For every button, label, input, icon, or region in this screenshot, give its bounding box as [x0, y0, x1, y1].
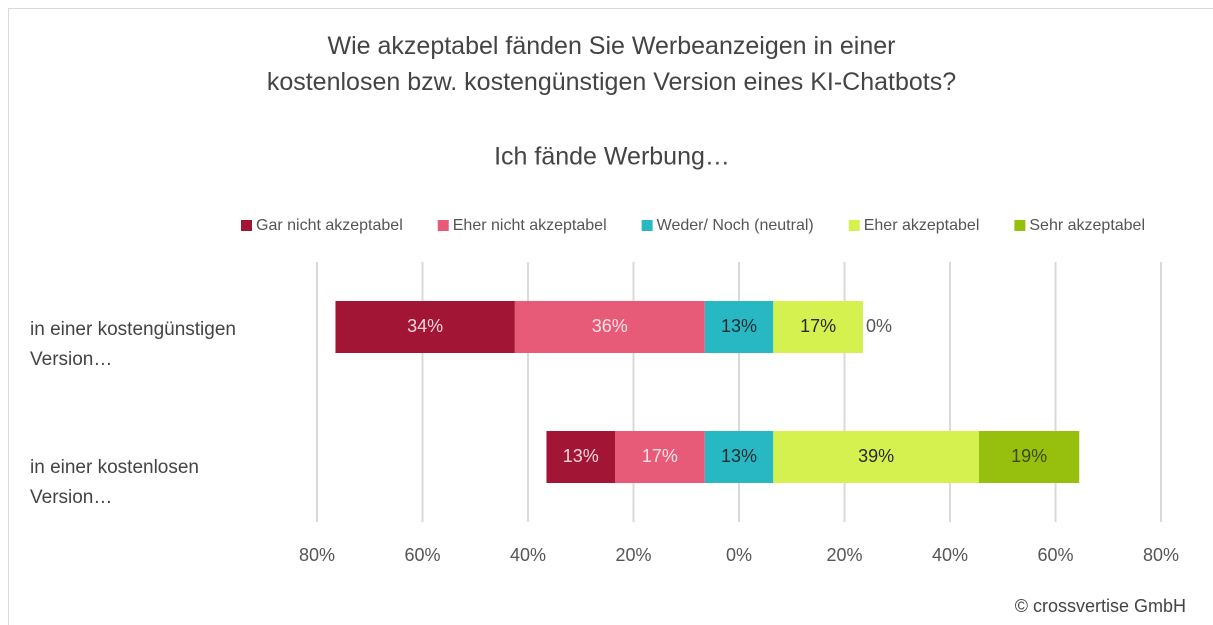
- data-label: 13%: [563, 446, 599, 466]
- bar-segment: [514, 301, 705, 353]
- source: © crossvertise GmbH: [1015, 596, 1186, 616]
- legend-swatch: [437, 220, 449, 231]
- data-label: 17%: [642, 446, 678, 466]
- data-label: 36%: [592, 316, 628, 336]
- data-label: 13%: [721, 446, 757, 466]
- subtitle: Ich fände Werbung…: [494, 143, 730, 171]
- bar-segment: [773, 431, 980, 483]
- data-label: 34%: [407, 316, 443, 336]
- bar-segment: [335, 301, 515, 353]
- legend-swatch: [1014, 220, 1026, 231]
- legend-swatch: [641, 220, 653, 231]
- data-label: 39%: [858, 446, 894, 466]
- bar-segment: [979, 431, 1080, 483]
- bar-segment: [546, 431, 616, 483]
- data-label: 0%: [866, 316, 892, 336]
- x-tick-label: 20%: [826, 545, 862, 565]
- data-label: 17%: [800, 316, 836, 336]
- bar-segment: [704, 301, 774, 353]
- data-label: 19%: [1011, 446, 1047, 466]
- legend-label: Weder/ Noch (neutral): [657, 217, 814, 234]
- bar-segment: [615, 431, 705, 483]
- x-tick-label: 80%: [299, 545, 335, 565]
- legend-swatch: [848, 220, 860, 231]
- legend-label: Gar nicht akzeptabel: [256, 217, 403, 234]
- x-tick-label: 0%: [726, 545, 752, 565]
- x-tick-label: 20%: [615, 545, 651, 565]
- x-tick-label: 60%: [404, 545, 440, 565]
- category-label: in einer kostenlosen Version…: [30, 457, 199, 508]
- legend-label: Eher akzeptabel: [864, 217, 980, 234]
- legend-label: Eher nicht akzeptabel: [453, 217, 607, 234]
- x-tick-label: 40%: [510, 545, 546, 565]
- bar-segment: [773, 301, 863, 353]
- category-label: in einer kostengünstigen Version…: [30, 319, 236, 370]
- chart-title: Wie akzeptabel fänden Sie Werbeanzeigen …: [266, 32, 957, 96]
- bar-segment: [704, 431, 774, 483]
- legend-label: Sehr akzeptabel: [1029, 217, 1145, 234]
- frame: [8, 8, 1213, 625]
- x-tick-label: 40%: [932, 545, 968, 565]
- legend-swatch: [241, 220, 252, 231]
- data-label: 13%: [721, 316, 757, 336]
- x-tick-label: 60%: [1037, 545, 1073, 565]
- x-tick-label: 80%: [1143, 545, 1179, 565]
